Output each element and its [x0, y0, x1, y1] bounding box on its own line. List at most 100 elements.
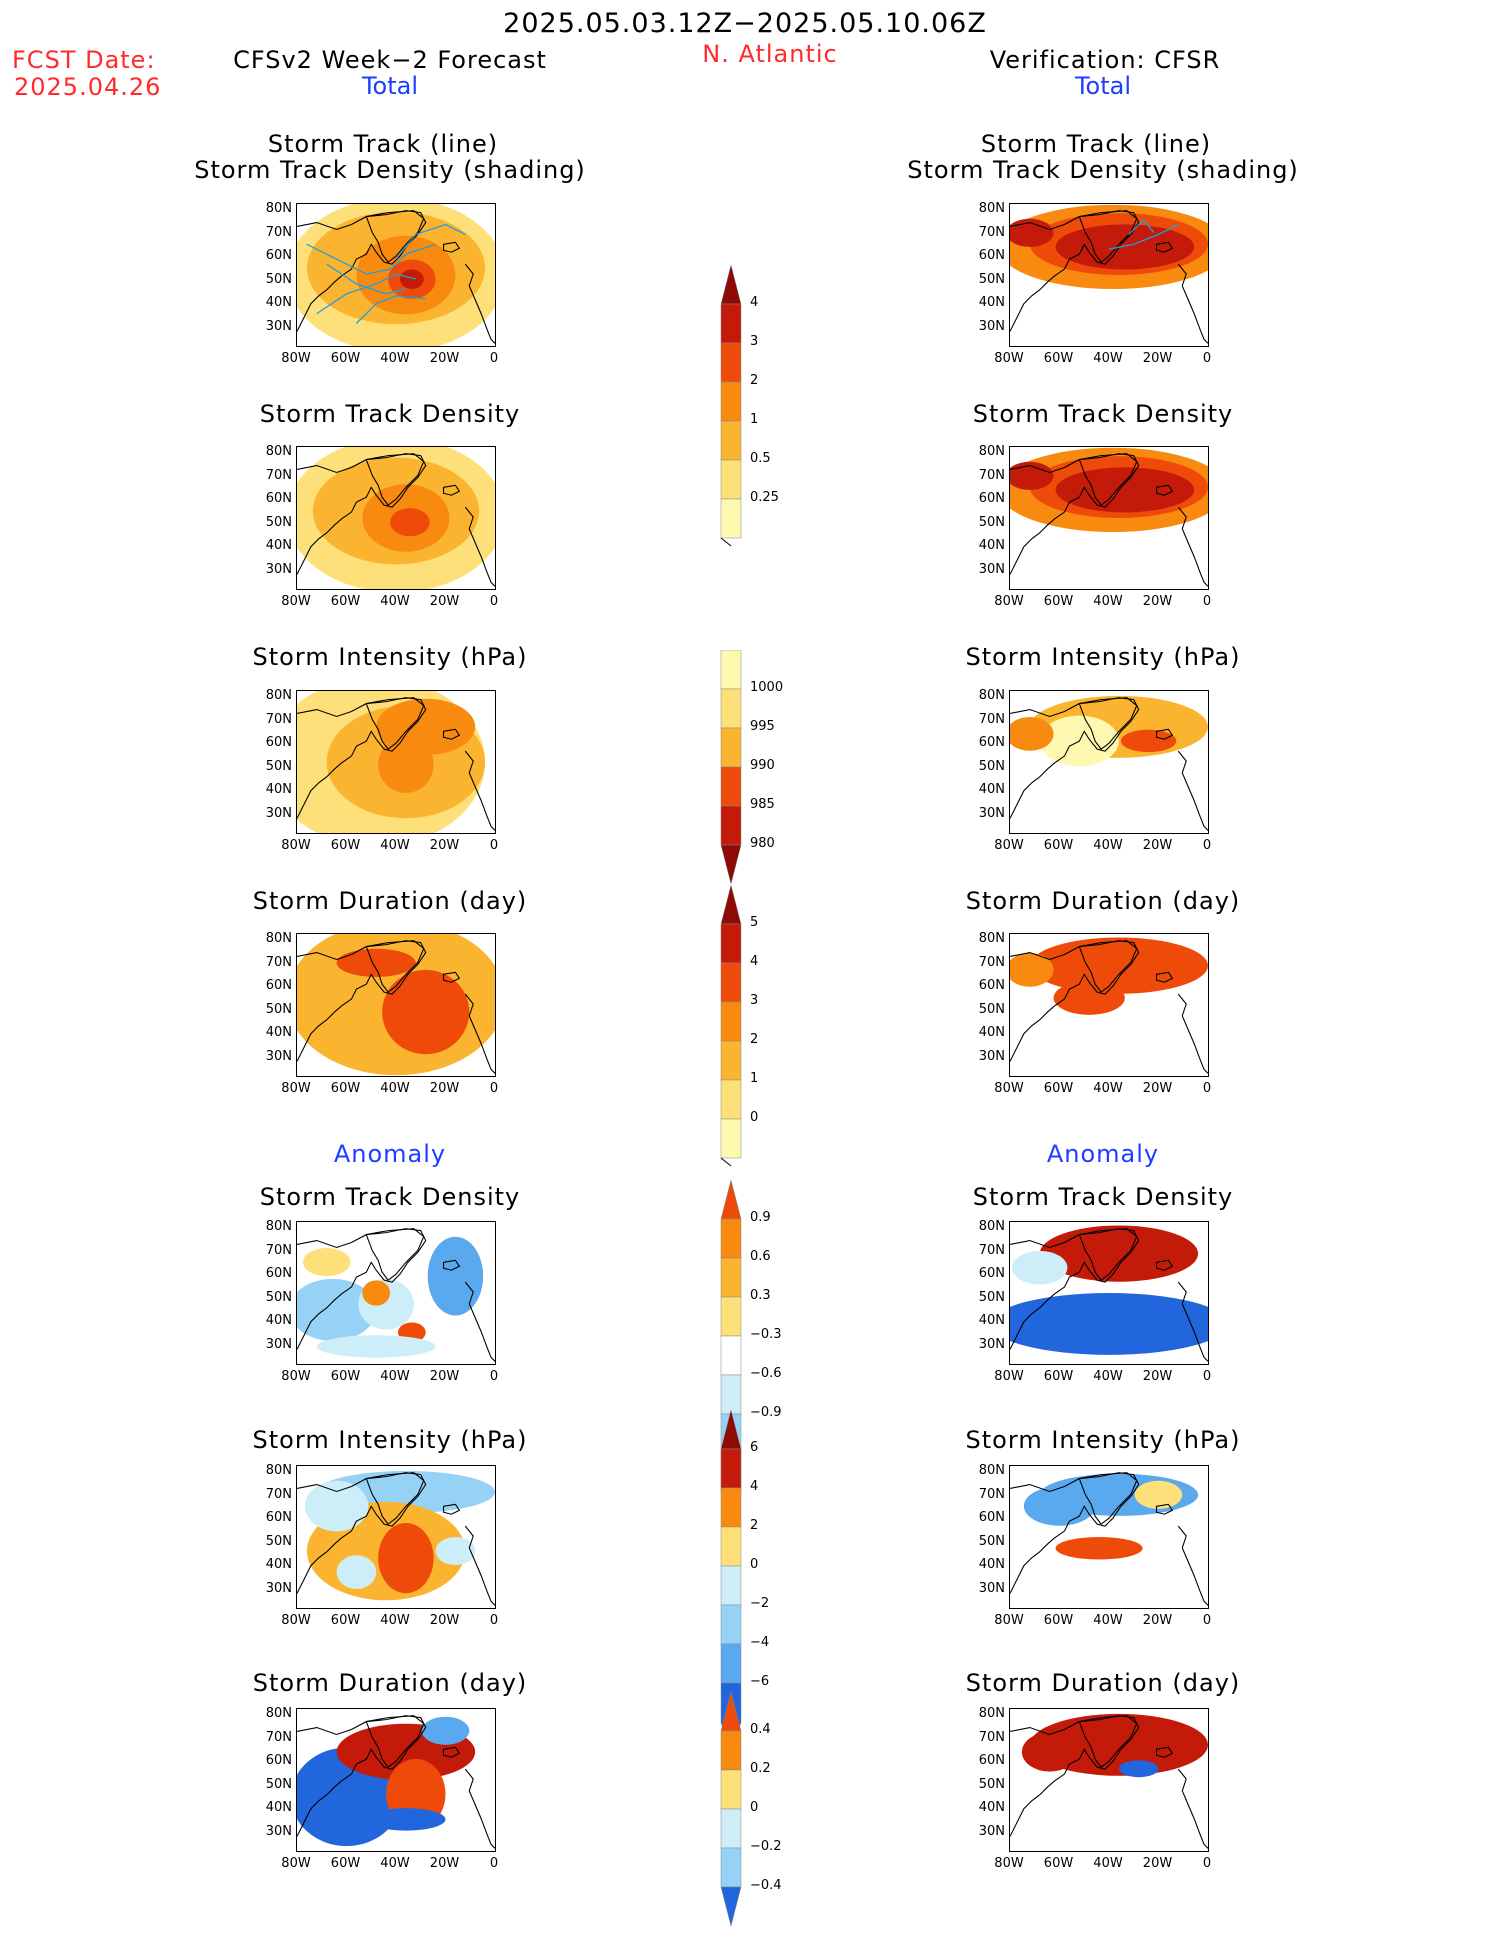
colorbar-label: 1000: [750, 680, 784, 695]
map-panel-r2-verification: 80N 70N 60N 50N 40N 30N 80W 60W 40W 20W 0: [979, 444, 1217, 616]
colorbar-swatch: [720, 1643, 742, 1684]
colorbar-swatch: [720, 1001, 742, 1042]
coastline-europe: [464, 993, 495, 1074]
x-tick-label: 0: [489, 1081, 499, 1096]
y-tick-label: 50N: [265, 758, 292, 774]
y-tick-label: 30N: [265, 1823, 292, 1839]
colorbar-swatch: [720, 1487, 742, 1528]
map-panel-r1-verification: 80N 70N 60N 50N 40N 30N 80W 60W 40W 20W 0: [979, 201, 1217, 373]
y-tick-label: 60N: [265, 1753, 292, 1768]
map-panel-r3-forecast: 80N 70N 60N 50N 40N 30N 80W 60W 40W 20W 0: [266, 688, 504, 860]
x-tick-label: 60W: [330, 838, 361, 853]
colorbar-tail: [720, 1157, 732, 1167]
coastline-europe: [1177, 993, 1208, 1074]
region-label: N. Atlantic: [702, 40, 838, 68]
colorbar-swatch: [720, 264, 742, 305]
x-tick-label: 20W: [1142, 1369, 1173, 1384]
y-tick-label: 50N: [978, 514, 1005, 530]
field-shading-blob: [1011, 1250, 1068, 1285]
x-tick-label: 20W: [429, 1613, 460, 1628]
colorbar-duration: 5 4 3 2 1 0: [718, 884, 758, 1172]
map-plot-area: [296, 1708, 496, 1852]
x-tick-label: 80W: [994, 351, 1024, 366]
coastline-iceland: [1155, 1259, 1174, 1271]
colorbar-swatch: [720, 688, 742, 729]
x-tick-label: 20W: [1142, 1856, 1173, 1871]
field-shading-blob: [1055, 1537, 1143, 1560]
x-tick-label: 0: [1202, 594, 1212, 609]
map-panel-r2-forecast: 80N 70N 60N 50N 40N 30N 80W 60W 40W 20W 0: [266, 444, 504, 616]
coastline-greenland: [365, 940, 425, 993]
y-tick-label: 60N: [978, 1266, 1005, 1281]
storm-track-line: [395, 223, 466, 260]
map-plot-area: [1009, 690, 1209, 834]
coastline-europe: [1177, 263, 1208, 344]
field-shading-blob: [378, 736, 434, 793]
x-tick-label: 20W: [1142, 1613, 1173, 1628]
y-tick-label: 30N: [978, 1823, 1005, 1839]
x-tick-label: 80W: [281, 1613, 311, 1628]
colorbar-label: 4: [750, 1479, 759, 1494]
field-shading-blob: [304, 1480, 369, 1532]
map-plot-area: [296, 690, 496, 834]
colorbar-swatch: [720, 962, 742, 1003]
y-tick-label: 30N: [265, 1336, 292, 1352]
map-panel-r4-forecast: 80N 70N 60N 50N 40N 30N 80W 60W 40W 20W 0: [266, 931, 504, 1103]
x-tick-label: 20W: [429, 838, 460, 853]
field-shading-blob: [336, 1555, 377, 1590]
field-shading-blob: [1023, 1486, 1096, 1526]
x-tick-label: 40W: [1093, 838, 1123, 853]
x-tick-label: 40W: [380, 351, 410, 366]
y-tick-label: 60N: [265, 1510, 292, 1525]
colorbar-label: −4: [750, 1635, 770, 1650]
y-tick-label: 80N: [265, 1219, 292, 1234]
y-tick-label: 70N: [978, 1729, 1005, 1745]
y-tick-label: 60N: [978, 1510, 1005, 1525]
coastline-europe: [464, 1281, 495, 1362]
field-shading-blob: [1010, 717, 1054, 751]
colorbar-label: −0.3: [750, 1327, 782, 1342]
colorbar-label: −6: [750, 1674, 770, 1689]
field-shading-blob: [1010, 461, 1054, 490]
colorbar-label: 0.6: [750, 1249, 771, 1264]
colorbar-swatch: [720, 727, 742, 768]
map-field: [1010, 937, 1208, 1074]
y-tick-label: 30N: [265, 318, 292, 334]
storm-track-line: [326, 263, 407, 295]
field-shading-blob: [297, 1278, 377, 1341]
y-tick-label: 70N: [265, 224, 292, 240]
x-tick-label: 60W: [1043, 351, 1074, 366]
colorbar-swatches: [720, 649, 742, 885]
colorbar-label: 0: [750, 1557, 759, 1572]
title-track-density-shading-right: Storm Track Density (shading): [907, 156, 1299, 184]
title-track-line-left: Storm Track (line): [267, 130, 499, 158]
coastline-iceland: [1155, 1746, 1174, 1758]
y-tick-label: 70N: [978, 1486, 1005, 1502]
coastline-iceland: [442, 1259, 461, 1271]
x-tick-label: 80W: [994, 838, 1024, 853]
coastline-greenland: [1078, 1715, 1138, 1768]
title-anom-intensity-right: Storm Intensity (hPa): [965, 1426, 1241, 1454]
coastline-greenland: [1078, 210, 1138, 263]
x-tick-label: 20W: [429, 1856, 460, 1871]
x-tick-label: 80W: [281, 838, 311, 853]
y-tick-label: 30N: [265, 1048, 292, 1064]
coastline-europe: [464, 1768, 495, 1849]
coastline-europe: [1177, 1768, 1208, 1849]
y-tick-label: 30N: [978, 1336, 1005, 1352]
colorbar-swatch: [720, 303, 742, 344]
coastline-europe: [464, 1525, 495, 1606]
y-tick-label: 70N: [978, 1242, 1005, 1258]
title-intensity-left: Storm Intensity (hPa): [252, 643, 528, 671]
colorbar-swatch: [720, 1604, 742, 1645]
map-field: [1010, 1225, 1208, 1362]
title-anom-duration-left: Storm Duration (day): [252, 1669, 528, 1697]
colorbar-label: 0.5: [750, 451, 771, 466]
coastline-europe: [464, 750, 495, 831]
y-tick-label: 60N: [265, 248, 292, 263]
title-intensity-right: Storm Intensity (hPa): [965, 643, 1241, 671]
y-tick-label: 80N: [978, 931, 1005, 946]
x-tick-label: 40W: [380, 838, 410, 853]
y-tick-label: 40N: [978, 1313, 1005, 1328]
x-tick-label: 80W: [281, 351, 311, 366]
